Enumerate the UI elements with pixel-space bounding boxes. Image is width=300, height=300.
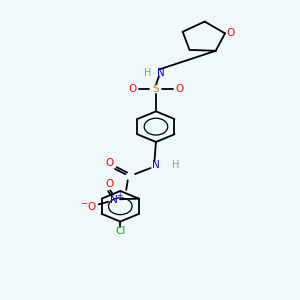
Text: O: O bbox=[87, 202, 96, 212]
Text: H: H bbox=[144, 68, 151, 77]
Text: N: N bbox=[110, 195, 117, 205]
Text: +: + bbox=[116, 190, 122, 200]
Text: S: S bbox=[153, 85, 159, 94]
Text: H: H bbox=[172, 160, 180, 170]
Text: −: − bbox=[80, 199, 87, 208]
Text: N: N bbox=[158, 68, 165, 77]
Text: N: N bbox=[152, 160, 160, 170]
Text: Cl: Cl bbox=[115, 226, 125, 236]
Text: O: O bbox=[176, 85, 184, 94]
Text: O: O bbox=[128, 85, 136, 94]
Text: O: O bbox=[105, 179, 113, 189]
Text: O: O bbox=[226, 28, 235, 38]
Text: O: O bbox=[106, 158, 114, 168]
